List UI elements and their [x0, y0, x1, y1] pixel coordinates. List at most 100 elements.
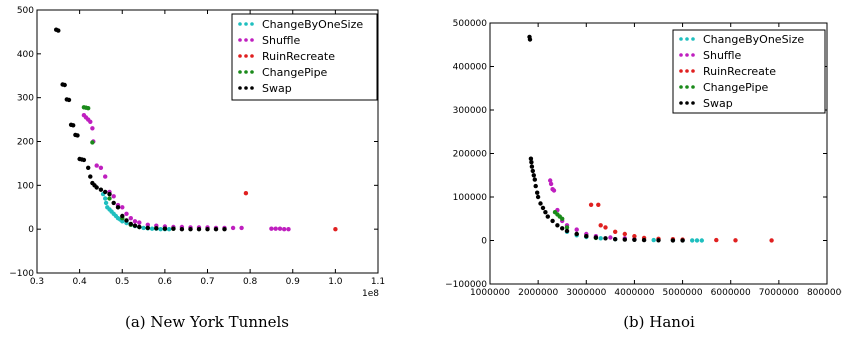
legend-marker [250, 22, 254, 26]
data-point [530, 168, 535, 174]
data-point [593, 235, 599, 240]
data-point [86, 165, 91, 170]
legend-marker [250, 54, 254, 58]
x-tick-label: 1.0 [328, 277, 343, 287]
legend-marker [679, 101, 683, 105]
data-point [535, 190, 540, 195]
data-point [120, 219, 125, 224]
data-point [545, 214, 550, 219]
data-point [699, 238, 704, 243]
y-tick-label: 0 [481, 237, 487, 247]
legend-marker [238, 86, 242, 90]
data-points [54, 27, 338, 232]
x-tick-label: 1000000 [470, 288, 510, 298]
data-point [132, 219, 138, 224]
legend-label: RuinRecreate [703, 65, 776, 78]
data-point [188, 227, 193, 232]
data-point [548, 178, 553, 183]
y-tick-label: 200 [17, 138, 34, 148]
data-point [632, 234, 637, 239]
data-point [588, 202, 594, 207]
x-tick-label: 4000000 [614, 288, 654, 298]
data-point [622, 231, 627, 237]
data-point [124, 218, 129, 223]
data-point [103, 174, 108, 179]
data-point [81, 157, 87, 163]
data-point [656, 238, 661, 243]
legend-label: ChangeByOneSize [262, 18, 363, 31]
y-tick-label: 400 [17, 50, 34, 60]
legend-marker [679, 69, 683, 73]
legend-marker [250, 70, 254, 74]
data-point [137, 224, 142, 230]
data-point [529, 160, 534, 165]
legend-marker [238, 22, 242, 26]
data-point [128, 221, 133, 227]
y-tick-label: −100000 [445, 280, 487, 290]
data-point [103, 196, 108, 201]
y-tick-label: 100 [17, 181, 34, 191]
legend-marker [685, 53, 689, 57]
legend-marker [244, 22, 248, 26]
data-point [277, 226, 283, 231]
data-point [145, 225, 150, 231]
data-point [269, 226, 274, 231]
data-point [128, 216, 133, 221]
data-point [538, 201, 543, 206]
data-point [103, 189, 108, 195]
data-point [598, 223, 603, 228]
y-tick-label: −100 [9, 269, 34, 279]
legend-marker [250, 38, 254, 42]
data-point [273, 226, 278, 231]
x-tick-label: 0.8 [243, 277, 258, 287]
legend-label: ChangeByOneSize [703, 33, 804, 46]
data-point [94, 185, 99, 190]
data-point [171, 226, 176, 231]
data-point [531, 173, 536, 178]
data-point [533, 183, 538, 189]
y-tick-label: 500000 [453, 19, 488, 29]
data-point [535, 194, 541, 200]
legend-label: Shuffle [262, 34, 301, 47]
data-point [574, 231, 579, 237]
legend: ChangeByOneSize Shuffle RuinRecreate Change… [672, 29, 826, 114]
data-point [560, 226, 565, 231]
legend-marker [691, 85, 695, 89]
data-point [56, 28, 61, 33]
data-point [733, 238, 738, 243]
y-tick-label: 0 [28, 225, 34, 235]
caption: (a) New York Tunnels [125, 313, 289, 331]
x-tick-label: 8000000 [807, 288, 842, 298]
data-point [528, 156, 534, 161]
legend-label: RuinRecreate [262, 50, 335, 63]
x-tick-label: 3000000 [566, 288, 606, 298]
legend-label: ChangePipe [262, 66, 328, 79]
x-tick-label: 0.6 [158, 277, 173, 287]
data-point [230, 225, 236, 231]
data-point [632, 237, 637, 242]
data-point [564, 228, 570, 234]
data-point [714, 237, 719, 243]
data-point [137, 220, 142, 225]
legend-marker [244, 86, 248, 90]
y-tick-label: 200000 [453, 150, 488, 160]
data-point [66, 97, 72, 103]
legend-label: Swap [703, 97, 733, 110]
data-point [154, 226, 159, 231]
x-tick-label: 0.5 [115, 277, 129, 287]
legend-marker [691, 69, 695, 73]
chart-new-york-tunnels: 0.3 0.4 0.5 0.6 0.7 0.8 0.9 1.0 1.1 −100 0 100 200 30… [9, 6, 385, 331]
data-point [598, 236, 603, 241]
data-point [103, 200, 109, 206]
data-point [162, 226, 168, 231]
legend-marker [685, 101, 689, 105]
data-point [90, 140, 95, 145]
x-tick-label: 7000000 [759, 288, 799, 298]
legend-label: Shuffle [703, 49, 742, 62]
legend-marker [244, 70, 248, 74]
data-point [115, 205, 121, 210]
data-point [560, 216, 565, 221]
data-point [111, 194, 116, 199]
data-point [680, 238, 685, 243]
